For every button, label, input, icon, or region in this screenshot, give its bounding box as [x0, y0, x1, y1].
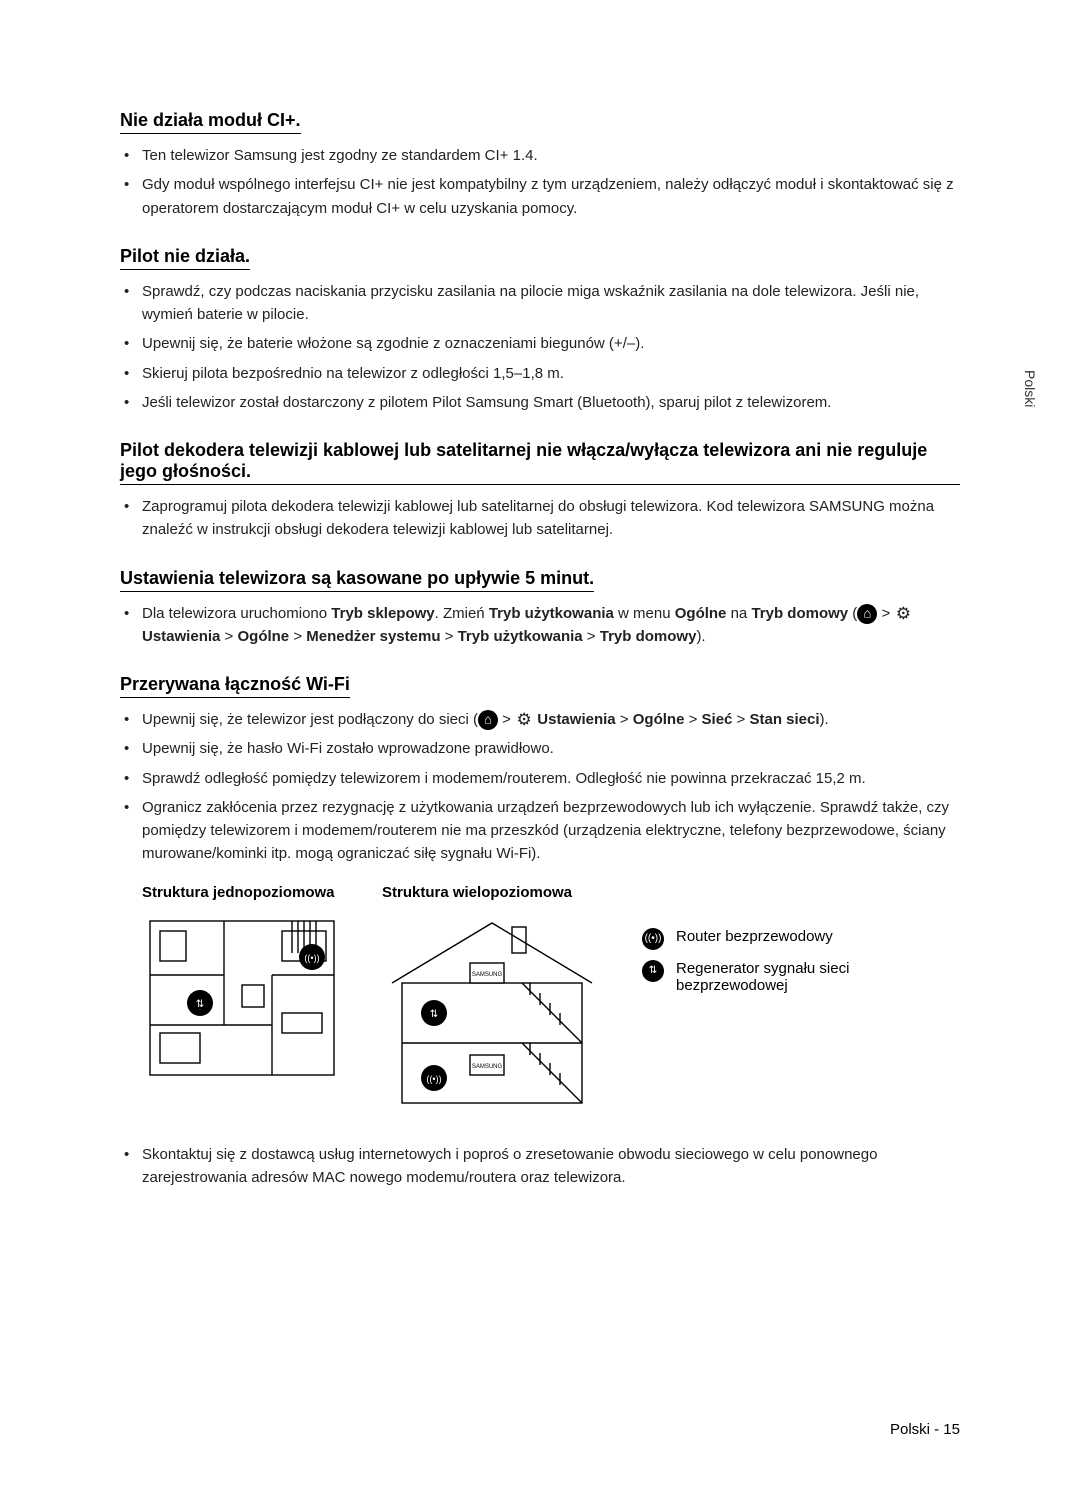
svg-text:⇅: ⇅ [430, 1009, 438, 1020]
list-item: Gdy moduł wspólnego interfejsu CI+ nie j… [142, 173, 960, 220]
svg-text:((•)): ((•)) [426, 1074, 441, 1084]
text-bold: Sieć [702, 711, 733, 728]
diagram-multi-story: Struktura wielopoziomowa [382, 884, 602, 1113]
list-item: Skontaktuj się z dostawcą usług internet… [142, 1143, 960, 1190]
router-icon: ((•)) [642, 928, 664, 950]
text-bold: Menedżer systemu [306, 628, 440, 645]
floorplan-svg: ((•)) ⇅ [142, 913, 342, 1083]
repeater-icon: ⇅ [642, 960, 664, 982]
text-bold: Ogólne [633, 711, 685, 728]
gear-icon [515, 711, 533, 729]
text: ). [696, 628, 705, 645]
text-bold: Ustawienia [142, 628, 220, 645]
section-pilot: Pilot nie działa. Sprawdź, czy podczas n… [120, 246, 960, 414]
heading-wifi: Przerywana łączność Wi-Fi [120, 674, 350, 698]
page-footer: Polski - 15 [890, 1421, 960, 1438]
page-content: Nie działa moduł CI+. Ten telewizor Sams… [0, 0, 1080, 1275]
text: Dla telewizora uruchomiono [142, 605, 331, 622]
diagram-label: Struktura wielopoziomowa [382, 884, 602, 901]
list-item: Ogranicz zakłócenia przez rezygnację z u… [142, 796, 960, 866]
heading-pilot: Pilot nie działa. [120, 246, 250, 270]
heading-ustawienia: Ustawienia telewizora są kasowane po upł… [120, 568, 594, 592]
legend-router: ((•)) Router bezprzewodowy [642, 928, 960, 950]
text: . Zmień [435, 605, 489, 622]
text: ). [820, 711, 829, 728]
svg-text:SAMSUNG: SAMSUNG [472, 972, 503, 978]
list-item: Upewnij się, że baterie włożone są zgodn… [142, 332, 960, 355]
diagram-single-story: Struktura jednopoziomowa [142, 884, 342, 1113]
text: Upewnij się, że telewizor jest podłączon… [142, 711, 478, 728]
text-bold: Tryb użytkowania [489, 605, 614, 622]
list-item: Sprawdź, czy podczas naciskania przycisk… [142, 280, 960, 327]
gear-icon [894, 605, 912, 623]
home-icon [857, 604, 877, 624]
text-bold: Ustawienia [537, 711, 615, 728]
heading-ci: Nie działa moduł CI+. [120, 110, 301, 134]
list-item: Sprawdź odległość pomiędzy telewizorem i… [142, 767, 960, 790]
list-item: Zaprogramuj pilota dekodera telewizji ka… [142, 495, 960, 542]
list-item: Dla telewizora uruchomiono Tryb sklepowy… [142, 602, 960, 649]
list-item: Ten telewizor Samsung jest zgodny ze sta… [142, 144, 960, 167]
diagram-legend: ((•)) Router bezprzewodowy ⇅ Regenerator… [642, 884, 960, 1113]
text: ( [848, 605, 857, 622]
section-ustawienia: Ustawienia telewizora są kasowane po upł… [120, 568, 960, 649]
section-ci: Nie działa moduł CI+. Ten telewizor Sams… [120, 110, 960, 220]
list-item: Skieruj pilota bezpośrednio na telewizor… [142, 362, 960, 385]
text-bold: Tryb domowy [600, 628, 697, 645]
svg-text:⇅: ⇅ [196, 999, 204, 1010]
text-bold: Tryb domowy [751, 605, 848, 622]
heading-dekoder: Pilot dekodera telewizji kablowej lub sa… [120, 440, 960, 485]
text: w menu [614, 605, 675, 622]
svg-text:SAMSUNG: SAMSUNG [472, 1064, 503, 1070]
language-tab: Polski [1022, 370, 1038, 407]
text-bold: Tryb sklepowy [331, 605, 434, 622]
house-svg: SAMSUNG SAMSUNG ⇅ ((•)) [382, 913, 602, 1113]
text-bold: Ogólne [237, 628, 289, 645]
section-dekoder: Pilot dekodera telewizji kablowej lub sa… [120, 440, 960, 542]
text-bold: Tryb użytkowania [458, 628, 583, 645]
text-bold: Ogólne [675, 605, 727, 622]
legend-text: Router bezprzewodowy [676, 928, 833, 945]
text: na [726, 605, 751, 622]
diagram-label: Struktura jednopoziomowa [142, 884, 342, 901]
legend-text: Regenerator sygnału sieci bezprzewodowej [676, 960, 960, 994]
list-item: Jeśli telewizor został dostarczony z pil… [142, 391, 960, 414]
text-bold: Stan sieci [750, 711, 820, 728]
diagrams-row: Struktura jednopoziomowa [142, 884, 960, 1113]
legend-repeater: ⇅ Regenerator sygnału sieci bezprzewodow… [642, 960, 960, 994]
section-wifi: Przerywana łączność Wi-Fi Upewnij się, ż… [120, 674, 960, 1189]
list-item: Upewnij się, że telewizor jest podłączon… [142, 708, 960, 731]
home-icon [478, 710, 498, 730]
svg-text:((•)): ((•)) [304, 953, 319, 963]
list-item: Upewnij się, że hasło Wi-Fi zostało wpro… [142, 737, 960, 760]
